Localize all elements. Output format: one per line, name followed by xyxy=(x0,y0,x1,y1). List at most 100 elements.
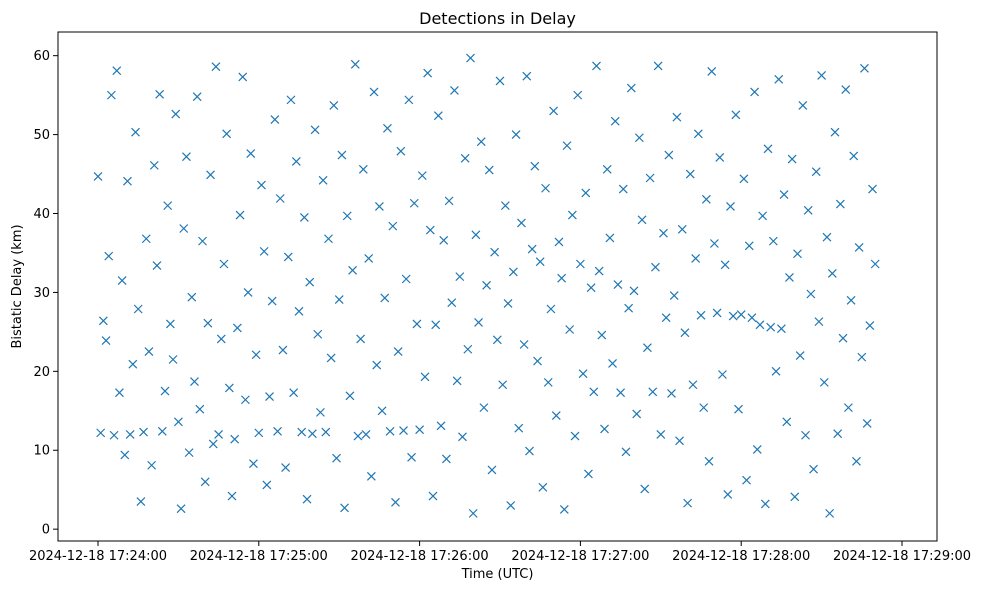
data-point xyxy=(133,304,143,314)
data-point xyxy=(546,304,556,314)
data-point xyxy=(685,169,695,179)
y-axis-label: Bistatic Delay (km) xyxy=(10,224,25,348)
data-point xyxy=(412,319,422,329)
data-point xyxy=(517,218,526,228)
data-point xyxy=(131,127,140,137)
data-point xyxy=(232,323,242,333)
data-point xyxy=(575,259,585,269)
data-point xyxy=(318,175,328,185)
data-point xyxy=(203,318,213,328)
data-point xyxy=(283,252,293,262)
data-point xyxy=(198,236,207,246)
data-point xyxy=(554,237,564,247)
data-point xyxy=(109,430,119,440)
data-point xyxy=(712,308,722,318)
data-point xyxy=(307,429,317,439)
data-point xyxy=(385,426,395,436)
data-point xyxy=(479,403,489,413)
data-point xyxy=(163,201,173,211)
data-point xyxy=(123,176,132,186)
data-point xyxy=(506,501,516,510)
data-point xyxy=(549,106,559,116)
data-point xyxy=(843,403,853,413)
data-point xyxy=(125,430,135,439)
data-point xyxy=(492,335,502,345)
data-point xyxy=(610,116,620,126)
data-point xyxy=(533,356,542,366)
data-point xyxy=(420,372,430,382)
data-point xyxy=(265,392,274,402)
data-point xyxy=(827,269,837,278)
data-point xyxy=(458,432,467,442)
data-point xyxy=(600,424,609,434)
data-point xyxy=(819,377,829,387)
data-point xyxy=(291,156,301,166)
data-point xyxy=(776,324,786,334)
data-point xyxy=(790,492,800,502)
data-point xyxy=(785,273,794,282)
data-point xyxy=(407,452,416,462)
data-point xyxy=(401,274,411,284)
scatter-points xyxy=(94,54,880,518)
data-point xyxy=(637,215,647,225)
data-point xyxy=(709,239,719,248)
data-point xyxy=(857,352,867,362)
data-point xyxy=(634,133,644,143)
data-point xyxy=(240,395,250,405)
data-point xyxy=(415,425,425,435)
data-point xyxy=(833,429,843,439)
data-point xyxy=(688,380,698,390)
data-point xyxy=(584,469,593,479)
data-point xyxy=(809,464,818,474)
data-point xyxy=(259,246,269,256)
data-point xyxy=(535,257,545,267)
data-point xyxy=(865,321,875,330)
x-axis-label: Time (UTC) xyxy=(461,567,534,582)
data-point xyxy=(822,232,832,242)
data-point xyxy=(299,213,309,222)
data-point xyxy=(168,355,178,364)
data-point xyxy=(618,184,628,194)
data-point xyxy=(316,407,325,417)
data-point xyxy=(160,386,170,396)
data-point xyxy=(782,417,792,427)
data-point xyxy=(262,480,272,490)
data-point xyxy=(353,431,363,441)
data-point xyxy=(801,430,810,440)
data-point xyxy=(374,201,384,211)
y-tick-label: 40 xyxy=(33,207,50,222)
data-point xyxy=(594,266,604,276)
data-point xyxy=(281,463,291,473)
data-point xyxy=(744,241,754,251)
data-point xyxy=(192,92,202,102)
data-point xyxy=(648,387,658,397)
data-point xyxy=(667,389,676,398)
data-point xyxy=(768,236,778,246)
data-point xyxy=(838,333,848,343)
data-point xyxy=(222,129,232,139)
data-point xyxy=(342,211,352,221)
data-point xyxy=(455,272,465,282)
data-point xyxy=(409,198,419,208)
data-point xyxy=(275,194,285,203)
data-point xyxy=(841,85,851,95)
data-point xyxy=(793,249,802,259)
data-point xyxy=(332,453,341,463)
y-tick-label: 60 xyxy=(33,49,50,64)
data-point xyxy=(852,456,861,466)
data-point xyxy=(495,76,505,86)
data-point xyxy=(380,293,390,303)
data-point xyxy=(366,471,376,481)
data-point xyxy=(289,388,299,398)
data-point xyxy=(302,494,312,504)
data-point xyxy=(621,447,631,457)
data-point xyxy=(707,67,717,76)
data-point xyxy=(766,322,776,332)
data-point xyxy=(334,295,344,304)
data-point xyxy=(718,370,727,379)
data-point xyxy=(273,426,282,436)
data-point xyxy=(106,90,116,100)
data-point xyxy=(447,298,457,308)
data-point xyxy=(675,436,684,446)
data-point xyxy=(779,190,789,199)
